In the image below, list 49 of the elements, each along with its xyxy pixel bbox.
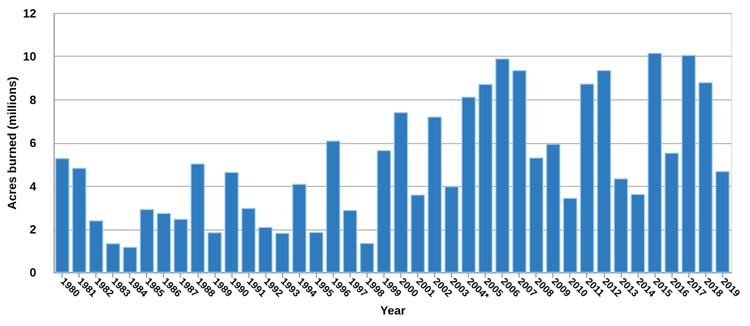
bar xyxy=(106,243,120,273)
bar xyxy=(410,194,425,273)
bar xyxy=(478,84,493,273)
bar xyxy=(292,184,306,273)
y-tick-label: 0 xyxy=(30,266,37,280)
y-tick-label: 2 xyxy=(30,222,37,237)
bar xyxy=(309,232,324,273)
bar xyxy=(428,116,442,273)
bar xyxy=(224,172,239,273)
bar xyxy=(258,227,273,273)
bar xyxy=(208,232,222,273)
bar xyxy=(140,209,154,273)
bar xyxy=(122,246,138,273)
y-tick-label: 6 xyxy=(30,136,37,150)
y-tick-label: 4 xyxy=(30,179,37,194)
bar xyxy=(89,220,104,273)
bar xyxy=(512,70,526,273)
bar xyxy=(444,186,459,273)
bar xyxy=(495,58,510,273)
bar xyxy=(190,164,205,273)
bar xyxy=(698,82,713,273)
bar xyxy=(682,55,696,273)
bar xyxy=(156,212,171,273)
bar xyxy=(630,194,645,273)
bar xyxy=(241,208,256,273)
bar xyxy=(376,150,392,273)
bar xyxy=(614,178,628,273)
bar xyxy=(55,158,70,273)
bar xyxy=(461,96,476,273)
bar xyxy=(715,171,730,273)
bar xyxy=(580,84,594,273)
bar xyxy=(664,152,679,273)
bar xyxy=(342,210,358,273)
bar xyxy=(326,140,340,273)
x-axis-title: Year xyxy=(380,304,406,318)
bar xyxy=(563,198,578,273)
bar xyxy=(394,112,408,273)
y-tick-label: 8 xyxy=(30,92,37,107)
bar xyxy=(529,157,544,273)
y-axis-title: Acres burned (millions) xyxy=(5,76,20,210)
bar xyxy=(174,218,188,273)
bar xyxy=(360,243,374,273)
bar xyxy=(72,168,86,273)
y-tick-label: 10 xyxy=(23,50,37,64)
bar xyxy=(275,232,290,273)
bar xyxy=(596,70,612,273)
y-tick-label: 12 xyxy=(23,6,37,20)
bar xyxy=(648,52,662,273)
bar xyxy=(546,144,560,273)
